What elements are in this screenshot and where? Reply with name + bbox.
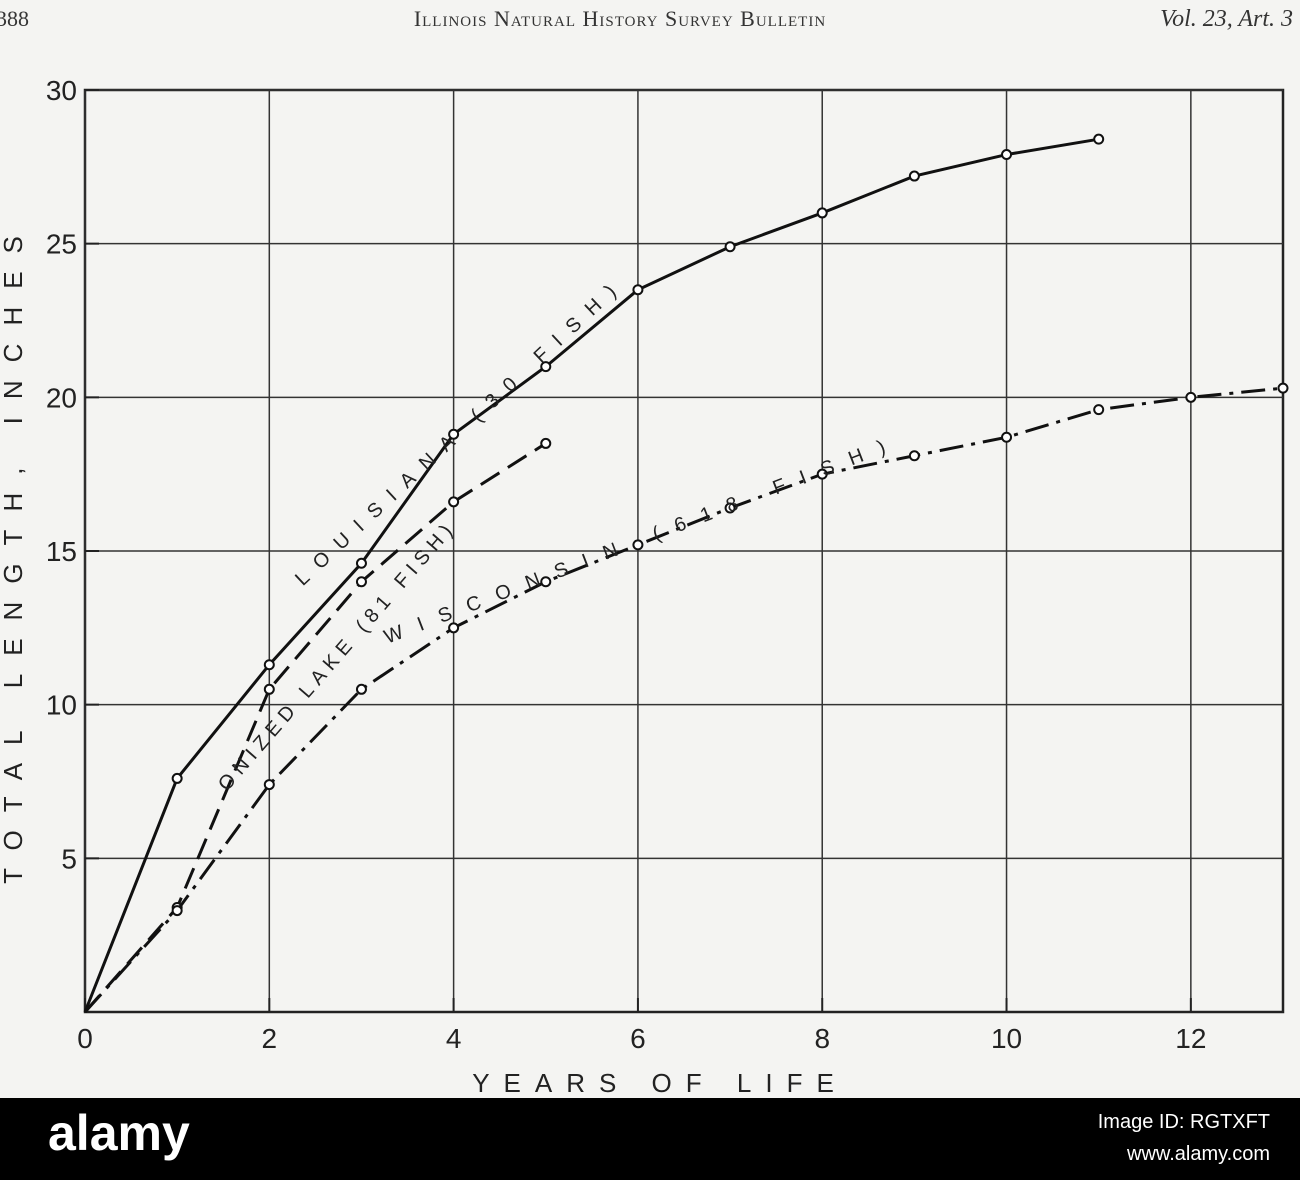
paper: [0, 0, 1300, 1098]
data-point: [540, 576, 552, 588]
y-tick-label: 10: [46, 690, 77, 721]
volume: Vol. 23, Art. 3: [1160, 6, 1293, 32]
data-point: [355, 683, 367, 695]
y-axis-label: TOTAL LENGTH, INCHES: [0, 218, 28, 884]
y-tick-label: 5: [61, 843, 77, 874]
x-tick-label: 4: [446, 1023, 462, 1054]
y-tick-label: 25: [46, 229, 77, 260]
image-id: Image ID: RGTXFT: [1098, 1111, 1270, 1133]
data-point: [171, 905, 183, 917]
data-point: [540, 361, 552, 373]
series-line: [83, 137, 1099, 1013]
y-tick-label: 15: [46, 536, 77, 567]
url: www.alamy.com: [1126, 1143, 1270, 1165]
x-tick-label: 2: [262, 1023, 278, 1054]
data-point: [1093, 404, 1105, 416]
y-tick-label: 30: [46, 75, 77, 106]
data-point: [1001, 149, 1013, 161]
data-point: [632, 284, 644, 296]
data-point: [632, 539, 644, 551]
data-point: [1277, 382, 1289, 394]
data-point: [908, 450, 920, 462]
data-point: [263, 659, 275, 671]
x-tick-label: 12: [1175, 1023, 1206, 1054]
x-tick-label: 8: [814, 1023, 830, 1054]
x-tick-label: 6: [630, 1023, 646, 1054]
data-point: [448, 496, 460, 508]
banner: [0, 1098, 1300, 1180]
series-line: [83, 442, 547, 1013]
running-title: Illinois Natural History Survey Bulletin: [414, 6, 826, 31]
data-point: [1093, 133, 1105, 145]
data-point: [355, 576, 367, 588]
data-point: [724, 502, 736, 514]
data-point: [171, 772, 183, 784]
data-point: [724, 241, 736, 253]
data-point: [263, 683, 275, 695]
data-point: [816, 468, 828, 480]
data-point: [908, 170, 920, 182]
data-point: [355, 557, 367, 569]
x-axis-label: YEARS OF LIFE: [472, 1068, 848, 1098]
x-tick-label: 0: [77, 1023, 93, 1054]
data-point: [448, 622, 460, 634]
data-point: [448, 428, 460, 440]
data-point: [1001, 431, 1013, 443]
series-line: [83, 386, 1284, 1014]
page-number: 388: [0, 6, 29, 31]
data-point: [263, 779, 275, 791]
data-point: [816, 207, 828, 219]
brand: alamy: [48, 1105, 190, 1161]
x-tick-label: 10: [991, 1023, 1022, 1054]
data-point: [1185, 391, 1197, 403]
data-point: [540, 437, 552, 449]
y-tick-label: 20: [46, 382, 77, 413]
